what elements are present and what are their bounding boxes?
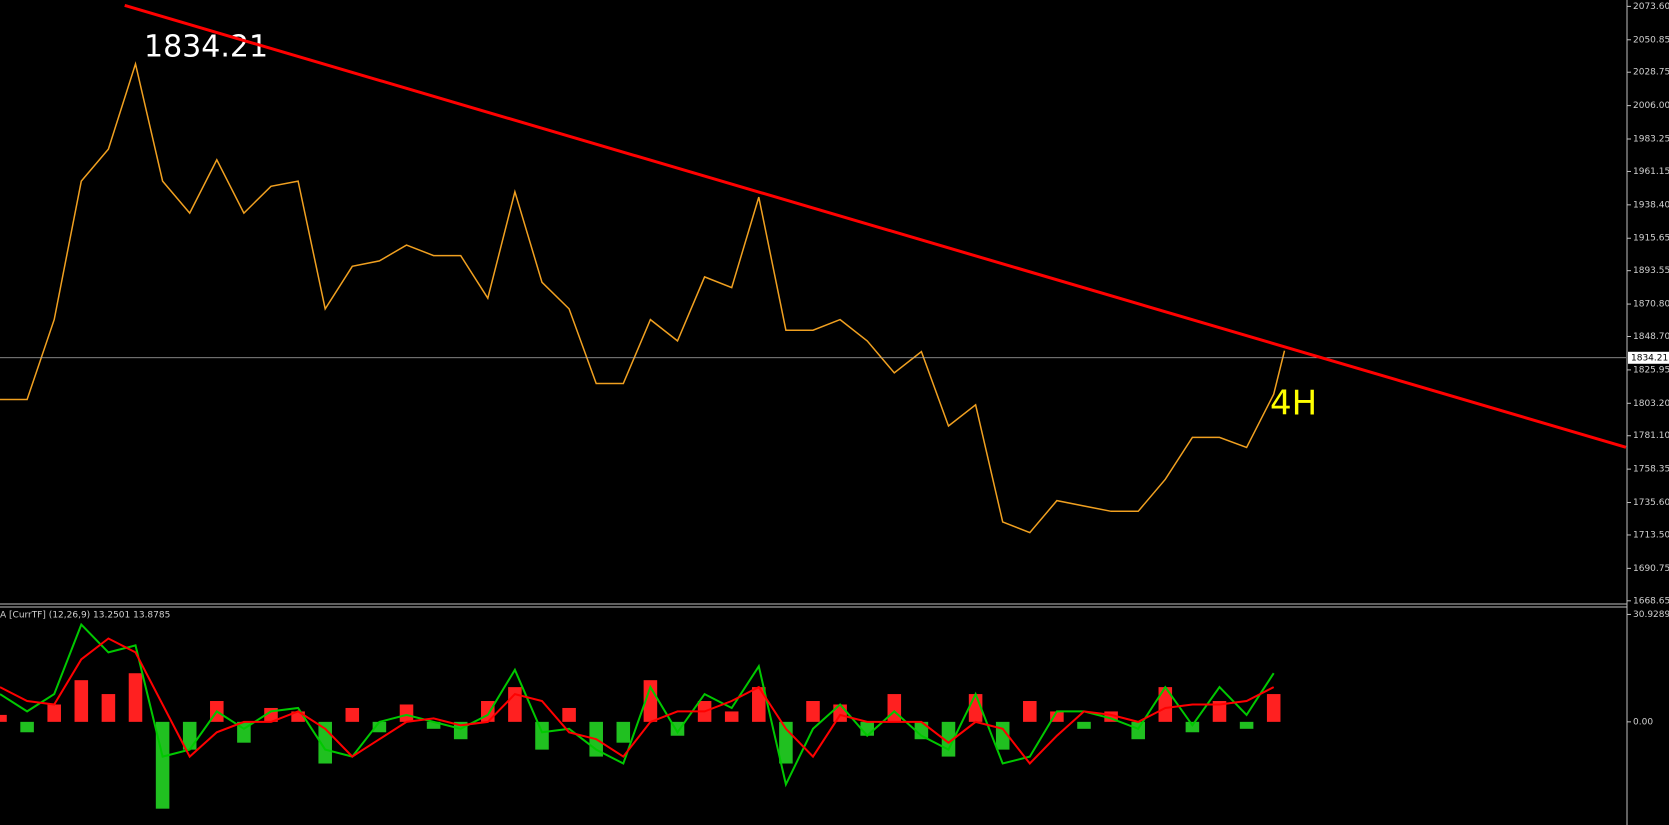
histogram-bar — [562, 707, 576, 722]
histogram-bar — [345, 707, 360, 722]
histogram-bar — [481, 701, 495, 722]
histogram-bar — [0, 714, 7, 722]
histogram-bar — [643, 680, 658, 722]
histogram-bar — [806, 701, 820, 722]
y-tick-label: 1690.75 — [1633, 564, 1669, 574]
y-tick-label: 1983.25 — [1633, 135, 1669, 145]
histogram-bar — [1023, 701, 1037, 722]
price-line — [0, 61, 1286, 534]
histogram-bar — [914, 721, 929, 740]
current-price-label: 1834.21 — [1631, 353, 1668, 363]
y-tick-label: 1893.55 — [1633, 266, 1669, 276]
y-tick-label: 1735.60 — [1633, 498, 1669, 508]
histogram-bar — [1185, 721, 1200, 733]
indicator-line — [0, 637, 1275, 766]
histogram-bar — [752, 687, 766, 722]
y-tick-label: 1938.40 — [1633, 200, 1669, 210]
current-price-box — [1628, 351, 1669, 364]
trendline — [124, 3, 1627, 449]
y-tick-label: 30.9289 — [1633, 610, 1669, 620]
histogram-bar — [833, 704, 847, 722]
y-tick-label: 2028.75 — [1633, 68, 1669, 78]
histogram-bar — [128, 673, 143, 722]
y-tick-label: 2006.00 — [1633, 101, 1669, 111]
y-tick-label: 2073.60 — [1633, 2, 1669, 12]
y-tick-label: 0.00 — [1633, 717, 1653, 727]
histogram-bar — [20, 721, 34, 733]
y-tick-label: 1713.50 — [1633, 530, 1669, 540]
y-tick-label: 1781.10 — [1633, 431, 1669, 441]
y-tick-label: 2050.85 — [1633, 35, 1669, 45]
histogram-bar — [1266, 694, 1281, 722]
histogram-bar — [724, 711, 739, 722]
y-tick-label: 1758.35 — [1633, 465, 1669, 475]
histogram-bar — [535, 721, 549, 750]
histogram-bar — [1050, 711, 1064, 722]
y-tick-label: 1825.95 — [1633, 365, 1669, 375]
y-tick-label: 1870.80 — [1633, 300, 1669, 310]
y-tick-label: 1848.70 — [1633, 332, 1669, 342]
histogram-bar — [47, 704, 61, 722]
histogram-bar — [887, 694, 902, 722]
histogram-bar — [508, 687, 522, 722]
y-tick-label: 1803.20 — [1633, 399, 1669, 409]
histogram-bar — [74, 680, 89, 722]
histogram-bar — [1212, 701, 1227, 722]
histogram-bar — [291, 711, 305, 722]
histogram-bar — [1077, 721, 1091, 729]
histogram-bar — [616, 721, 631, 743]
histogram-bar — [1104, 711, 1118, 722]
histogram-bar — [426, 721, 441, 729]
timeframe-annotation: 4H — [1270, 384, 1317, 424]
y-tick-label: 1915.65 — [1633, 234, 1669, 244]
indicator-label: A [CurrTF] (12,26,9) 13.2501 13.8785 — [0, 611, 170, 621]
y-tick-label: 1961.15 — [1633, 167, 1669, 177]
histogram-bar — [1158, 687, 1173, 722]
histogram-bar — [399, 704, 414, 722]
histogram-bar — [1239, 721, 1254, 729]
indicator-line — [0, 622, 1275, 788]
y-tick-label: 1668.65 — [1633, 596, 1669, 606]
histogram-bar — [372, 721, 387, 733]
histogram-bar — [101, 694, 116, 722]
price-annotation: 1834.21 — [144, 30, 268, 65]
histogram-bar — [1131, 721, 1145, 740]
histogram-bar — [182, 721, 197, 750]
